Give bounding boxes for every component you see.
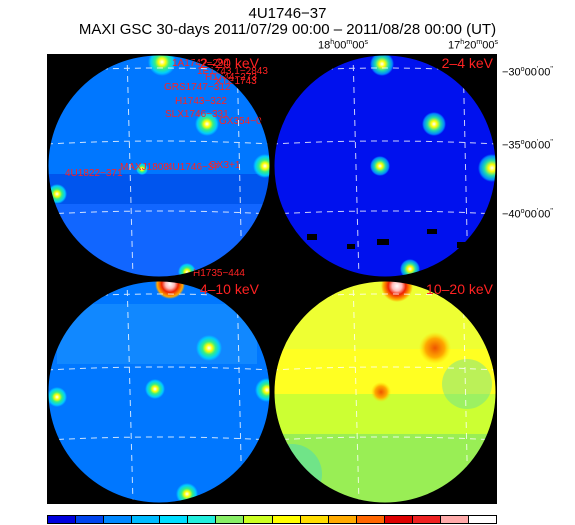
colorbar-segment	[300, 516, 329, 523]
band-label: 2–4 keV	[442, 55, 494, 71]
colorbar-segment	[384, 516, 413, 523]
colorbar-segment	[48, 516, 77, 523]
panel-10-20kev	[274, 281, 496, 503]
source-label: GRS1747−312	[164, 82, 231, 93]
source-label: GX354−0	[219, 116, 262, 127]
panel-2-4kev	[274, 55, 496, 277]
colorbar-segment	[160, 516, 189, 523]
colorbar-segment	[76, 516, 105, 523]
colorbar-segment	[216, 516, 245, 523]
source-label: H1744−273	[205, 72, 257, 83]
ra-label-17h20m: 17h20m00s	[448, 39, 498, 52]
band-label: 10–20 keV	[426, 281, 494, 297]
intensity-colorbar	[47, 515, 497, 524]
colorbar-segment	[468, 516, 496, 523]
source-label: GX3+1	[209, 160, 241, 171]
panel-4-10kev	[48, 281, 270, 503]
colorbar-segment	[244, 516, 273, 523]
sky-map-panels: 1A1742−294 1E1743.1−2843 H1744−273 XTE17…	[47, 54, 497, 504]
source-label: 1E1743.1−2843	[197, 66, 268, 77]
colorbar-segment	[328, 516, 357, 523]
source-label: XTE1743	[215, 76, 257, 87]
source-title: 4U1746−37	[248, 5, 327, 22]
colorbar-segment	[412, 516, 441, 523]
source-label: 4U1822−371	[65, 168, 123, 179]
colorbar-segment	[440, 516, 469, 523]
coordinate-grid	[48, 55, 496, 503]
dec-label-minus35: −35o00'00"	[502, 139, 553, 152]
colorbar-segment	[272, 516, 301, 523]
source-label: MAXJ1808	[120, 162, 169, 173]
source-label: H1735−444	[193, 268, 245, 279]
colorbar-segment	[104, 516, 133, 523]
colorbar-segment	[188, 516, 217, 523]
band-label: 2–20 keV	[200, 55, 260, 71]
band-label: 4–10 keV	[200, 281, 260, 297]
dec-label-minus40: −40o00'00"	[502, 208, 553, 221]
source-label: H1743−322	[175, 96, 227, 107]
source-label: SLX1746−331	[165, 109, 229, 120]
dec-label-minus30: −30o00'00"	[502, 66, 553, 79]
panel-2-20kev	[48, 55, 270, 277]
ra-label-18h: 18h00m00s	[318, 39, 368, 52]
colorbar-segment	[132, 516, 161, 523]
sky-map-svg: 1A1742−294 1E1743.1−2843 H1744−273 XTE17…	[47, 54, 497, 504]
colorbar-segment	[356, 516, 385, 523]
observation-subtitle: MAXI GSC 30-days 2011/07/29 00:00 – 2011…	[78, 21, 497, 38]
source-label: 4U1746−37	[167, 162, 219, 173]
